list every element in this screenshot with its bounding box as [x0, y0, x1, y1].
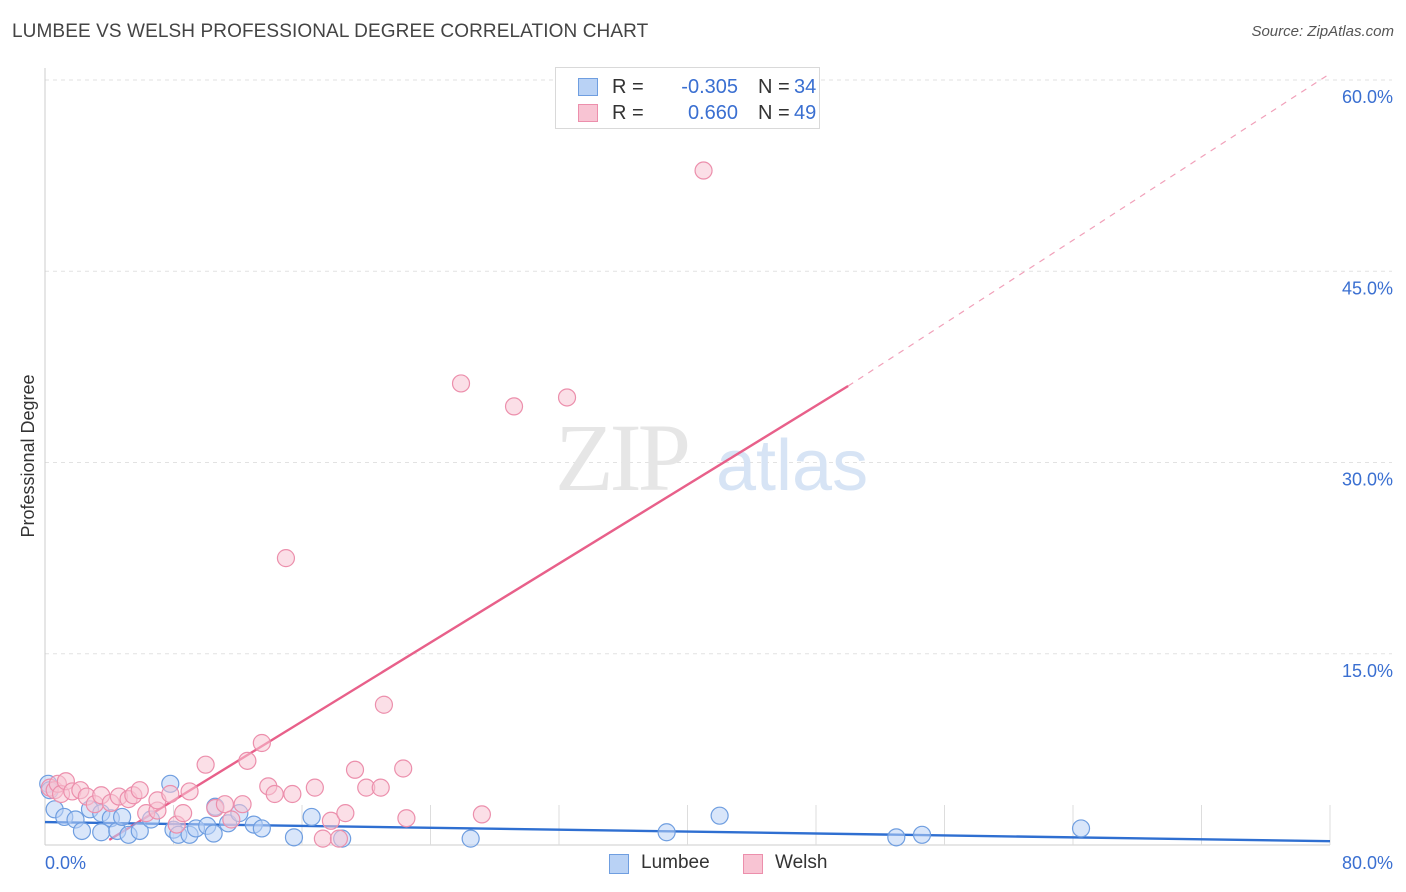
welsh-point: [238, 751, 257, 770]
x-tick-label: 0.0%: [45, 853, 86, 873]
welsh-point: [252, 733, 271, 753]
welsh-point: [504, 397, 524, 416]
welsh-point: [557, 388, 577, 407]
welsh-swatch: [578, 104, 598, 122]
watermark-atlas: atlas: [716, 426, 868, 506]
y-tick-label: 30.0%: [1342, 470, 1393, 490]
welsh-point: [397, 809, 416, 828]
welsh-point: [329, 829, 349, 848]
welsh-point: [451, 374, 471, 393]
lumbee-point: [112, 807, 132, 827]
welsh-point: [215, 795, 234, 814]
y-tick-label: 15.0%: [1342, 661, 1393, 681]
legend-n-value-lumbee: 34: [794, 76, 817, 98]
legend-n-value-welsh: 49: [794, 102, 817, 124]
welsh-point: [161, 784, 180, 804]
lumbee-legend-swatch: [609, 854, 629, 874]
welsh-point: [374, 695, 394, 714]
x-tick-label: 80.0%: [1342, 853, 1393, 873]
data-points: [39, 161, 1091, 848]
welsh-point: [130, 781, 149, 800]
lumbee-point: [284, 828, 304, 847]
welsh-point: [265, 784, 284, 804]
y-tick-label: 45.0%: [1342, 278, 1393, 298]
watermark-zip: ZIP: [555, 404, 688, 511]
chart-source: Source: ZipAtlas.com: [1251, 23, 1394, 40]
welsh-point: [283, 784, 302, 804]
legend-r-label: R =: [612, 76, 644, 98]
lumbee-point: [912, 825, 932, 844]
welsh-trend-line: [847, 73, 1331, 387]
welsh-point: [371, 778, 390, 797]
lumbee-legend-label: Lumbee: [641, 852, 710, 873]
lumbee-point: [252, 819, 271, 838]
welsh-point: [345, 760, 365, 779]
lumbee-point: [1071, 819, 1091, 838]
legend-n-label: N =: [758, 76, 790, 98]
lumbee-point: [72, 821, 92, 841]
correlation-legend: R = -0.305 N = 34 R = 0.660 N = 49: [555, 67, 820, 129]
grid-lines: [45, 79, 1392, 655]
y-tick-label: 60.0%: [1342, 87, 1393, 107]
welsh-point: [174, 804, 193, 823]
welsh-point: [276, 549, 296, 568]
lumbee-point: [710, 806, 729, 825]
y-axis-label: Professional Degree: [18, 374, 38, 537]
welsh-point: [472, 805, 491, 824]
welsh-point: [180, 782, 199, 801]
welsh-trend-line: [108, 384, 849, 841]
welsh-point: [222, 810, 241, 829]
lumbee-swatch: [578, 78, 598, 96]
lumbee-point: [302, 807, 321, 827]
legend-r-value-lumbee: -0.305: [681, 76, 738, 98]
lumbee-point: [204, 824, 223, 843]
welsh-point: [336, 804, 355, 823]
trend-lines: [44, 73, 1331, 843]
welsh-point: [321, 811, 341, 830]
watermark: ZIP atlas: [555, 404, 868, 511]
lumbee-point: [461, 829, 480, 848]
welsh-legend-swatch: [743, 854, 763, 874]
tick-labels: 15.0% 30.0% 45.0% 60.0% 0.0% 80.0%: [45, 87, 1393, 873]
welsh-point: [313, 829, 332, 848]
welsh-point: [196, 755, 215, 774]
welsh-point: [394, 759, 413, 778]
welsh-point: [305, 778, 324, 797]
legend-n-label: N =: [758, 102, 790, 124]
lumbee-point: [887, 828, 906, 847]
lumbee-point: [657, 823, 676, 842]
legend-r-label: R =: [612, 102, 644, 124]
axes: [44, 68, 1331, 846]
lumbee-point: [130, 821, 149, 841]
chart-title: LUMBEE VS WELSH PROFESSIONAL DEGREE CORR…: [12, 21, 649, 42]
welsh-point: [694, 161, 713, 180]
legend-r-value-welsh: 0.660: [687, 102, 738, 124]
welsh-legend-label: Welsh: [775, 852, 828, 873]
welsh-point: [233, 795, 252, 814]
